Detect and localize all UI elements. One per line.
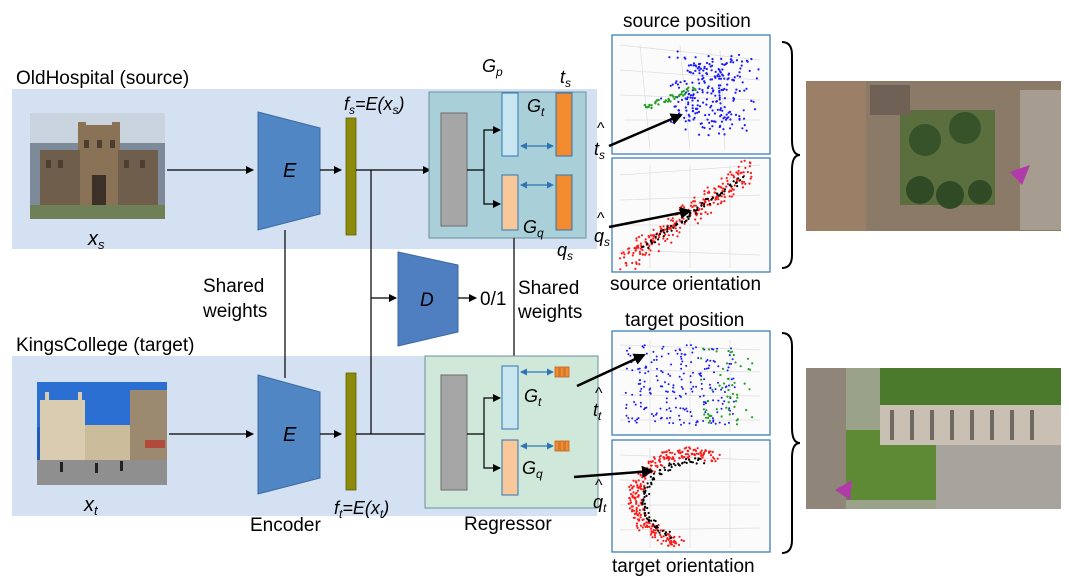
arrow-tt-to-plot: [576, 353, 646, 388]
feature-fs: [345, 117, 357, 236]
gq-block-target: [501, 439, 519, 496]
arrow-to-gt-tgt: [483, 394, 501, 434]
discriminator-letter: D: [420, 290, 434, 311]
svg-text:^: ^: [597, 210, 605, 227]
target-orientation-title: target orientation: [612, 556, 755, 577]
svg-text:qt: qt: [593, 492, 607, 515]
gt-label-source: Gt: [527, 96, 545, 119]
xs-label: xs: [87, 228, 105, 252]
gq-label-source: Gq: [523, 217, 544, 240]
target-position-title: target position: [625, 310, 744, 331]
ts-hat-label: ^ ts: [594, 120, 605, 162]
target-domain-label: KingsCollege (target): [16, 335, 194, 356]
arrow-to-gq-tgt: [483, 434, 501, 472]
arrow-ts-to-plot: [608, 113, 683, 148]
encoder-source: [257, 111, 321, 231]
shared-block-source: [440, 112, 468, 227]
aerial-photo-source: [806, 81, 1061, 231]
source-domain-label: OldHospital (source): [16, 68, 189, 89]
ts-output-block: [555, 92, 573, 157]
plot-target-position: [611, 330, 771, 436]
svg-text:qs: qs: [594, 226, 610, 249]
gq-block-source: [501, 174, 519, 231]
svg-text:^: ^: [595, 385, 603, 402]
qt-hat-label: ^ qt: [593, 477, 607, 515]
source-orientation-title: source orientation: [610, 274, 761, 295]
source-position-title: source position: [623, 11, 751, 32]
encoder-target-letter: E: [283, 424, 297, 446]
frozen-out-target-q: [554, 440, 570, 452]
encoder-target: [257, 374, 321, 495]
ft-label: ft=E(xt): [334, 498, 389, 521]
shared-weights-right-line1: Shared: [518, 278, 579, 299]
gp-label: Gp: [482, 56, 503, 79]
regressor-caption: Regressor: [464, 514, 552, 535]
encoder-source-letter: E: [283, 160, 297, 182]
arrow-qs-to-plot: [608, 207, 692, 229]
fs-label: fs=E(xs): [344, 94, 405, 117]
aerial-photo-target: [806, 368, 1061, 509]
arrow-to-gq-src: [483, 170, 501, 208]
gq-label-target: Gq: [522, 458, 543, 481]
xt-label: xt: [83, 494, 99, 518]
plot-target-orientation: [611, 439, 771, 553]
ts-label: ts: [560, 67, 571, 90]
tt-hat-label: ^ tt: [593, 385, 603, 423]
building-photo-target: [37, 382, 167, 485]
gt-block-source: [501, 92, 519, 157]
gt-label-target: Gt: [524, 386, 542, 409]
brace-target: [781, 332, 801, 554]
shared-weights-right-line2: weights: [517, 302, 582, 323]
frozen-out-target-t: [554, 366, 570, 378]
brace-source: [781, 41, 801, 269]
svg-text:ts: ts: [594, 139, 605, 162]
qs-label: qs: [557, 240, 573, 263]
qs-output-block: [555, 174, 573, 231]
svg-text:^: ^: [597, 120, 605, 137]
svg-text:tt: tt: [593, 400, 602, 423]
gt-block-target: [501, 365, 519, 430]
plot-source-position: [611, 34, 771, 155]
shared-weights-left-line2: weights: [202, 301, 267, 322]
camera-marker-icon: [1010, 165, 1030, 185]
shared-block-target: [440, 374, 468, 491]
arrow-to-gt-src: [483, 126, 501, 170]
arrow-qt-to-plot: [573, 465, 654, 479]
shared-weights-left-line1: Shared: [203, 276, 264, 297]
encoder-caption: Encoder: [250, 515, 321, 536]
svg-text:^: ^: [595, 477, 603, 494]
qs-hat-label: ^ qs: [594, 210, 610, 249]
feature-ft: [345, 372, 357, 491]
discriminator: [397, 251, 459, 347]
disc-output-label: 0/1: [480, 289, 506, 310]
building-photo-source: [30, 113, 165, 219]
plot-source-orientation: [611, 157, 771, 273]
